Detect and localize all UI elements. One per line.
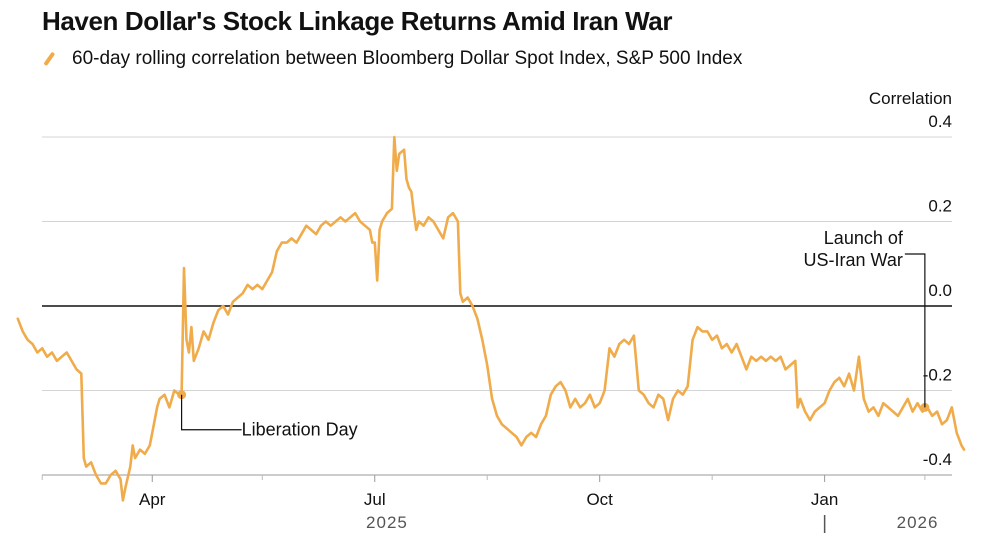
y-axis: Correlation 0.4 0.2 0.0 -0.2 -0.4 [869, 89, 952, 469]
y-axis-label: Correlation [869, 89, 952, 108]
x-axis: Apr Jul Oct Jan 2025 2026 [41, 475, 939, 533]
y-tick-label: 0.2 [928, 197, 952, 216]
year-label: 2025 [366, 513, 408, 532]
y-tick-label: 0.0 [928, 281, 952, 300]
legend-label: 60-day rolling correlation between Bloom… [72, 48, 743, 69]
series-line [16, 135, 966, 502]
series-group [16, 135, 966, 502]
y-tick-label: 0.4 [928, 112, 952, 131]
x-tick-label: Oct [586, 490, 613, 509]
y-tick-label: -0.2 [923, 366, 952, 385]
annotation-label-launch-line1: Launch of [824, 228, 904, 248]
annotation-leader [180, 394, 242, 431]
chart-title: Haven Dollar's Stock Linkage Returns Ami… [42, 6, 673, 36]
annotation-label-liberation-day: Liberation Day [242, 420, 358, 440]
x-tick-label: Jan [811, 490, 838, 509]
legend: 60-day rolling correlation between Bloom… [42, 48, 742, 70]
x-tick-label: Jul [364, 490, 386, 509]
x-tick-label: Apr [139, 490, 166, 509]
annotation-label-launch-line2: US-Iran War [804, 250, 903, 270]
grid-lines [42, 136, 952, 476]
annotation-leader [904, 253, 926, 408]
y-tick-label: -0.4 [923, 450, 952, 469]
year-label: 2026 [897, 513, 939, 532]
